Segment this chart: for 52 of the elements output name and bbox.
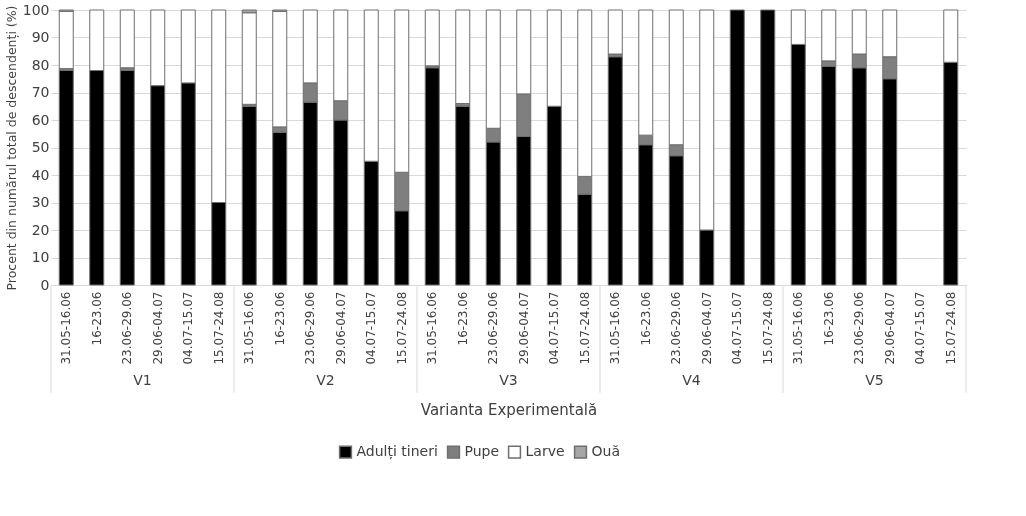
- legend-label: Adulți tineri: [356, 443, 438, 461]
- y-tick-label: 40: [31, 166, 50, 183]
- legend-label: Larve: [525, 443, 565, 460]
- x-tick-label: 23.06-29.06: [303, 291, 318, 365]
- x-tick-label: 29.06-04.07: [699, 291, 714, 365]
- x-tick-label: 16-23.06: [638, 291, 653, 346]
- x-tick-label: 31.05-16.06: [425, 291, 440, 365]
- x-tick-label: 15.07-24.08: [394, 291, 409, 365]
- x-tick-label: 04.07-15.07: [730, 291, 745, 365]
- x-tick-label: 31.05-16.06: [608, 291, 623, 365]
- x-axis-title: Varianta Experimentală: [420, 400, 598, 419]
- y-tick-label: 30: [31, 194, 50, 210]
- x-tick-label: 29.06-04.07: [882, 291, 897, 365]
- y-tick-label: 0: [40, 276, 50, 293]
- x-tick-label: 16-23.06: [455, 291, 470, 346]
- y-tick-label: 100: [22, 1, 50, 18]
- x-tick-label: 23.06-29.06: [486, 291, 501, 365]
- x-tick-label: 04.07-15.07: [547, 291, 562, 365]
- x-tick-label: 15.07-24.08: [943, 291, 958, 365]
- y-tick-label: 90: [31, 29, 50, 45]
- x-tick-label: 04.07-15.07: [364, 291, 379, 365]
- x-tick-label: 16-23.06: [272, 291, 287, 346]
- y-tick-label: 20: [31, 221, 50, 238]
- x-tick-label: 04.07-15.07: [181, 291, 196, 365]
- y-tick-label: 60: [31, 111, 50, 128]
- x-tick-label: 16-23.06: [89, 291, 104, 346]
- text: V3: [499, 372, 518, 388]
- y-tick-label: 80: [31, 56, 50, 73]
- y-tick-label: 70: [31, 84, 50, 100]
- x-tick-label: 23.06-29.06: [852, 291, 867, 365]
- y-tick-label: 50: [31, 139, 50, 155]
- x-tick-label: 04.07-15.07: [913, 291, 928, 365]
- x-tick-label: 16-23.06: [821, 291, 836, 346]
- x-tick-label: 29.06-04.07: [150, 291, 165, 365]
- x-tick-label: 29.06-04.07: [333, 291, 348, 365]
- x-tick-label: 31.05-16.06: [791, 291, 806, 365]
- y-axis-title: Procent din numărul total de descendenți (%): [3, 5, 19, 291]
- x-tick-label: 31.05-16.06: [242, 291, 257, 365]
- text: V1: [133, 372, 152, 388]
- y-tick-label: 10: [31, 249, 50, 265]
- x-tick-label: 23.06-29.06: [669, 291, 684, 365]
- legend-label: Pupe: [464, 443, 500, 460]
- text: V2: [316, 372, 335, 388]
- x-tick-label: 29.06-04.07: [516, 291, 531, 365]
- x-tick-label: 15.07-24.08: [211, 291, 226, 365]
- x-tick-label: 31.05-16.06: [59, 291, 74, 365]
- x-tick-label: 15.07-24.08: [577, 291, 592, 365]
- text: V4: [682, 372, 701, 388]
- x-tick-label: 15.07-24.08: [760, 291, 775, 365]
- x-tick-label: 23.06-29.06: [120, 291, 135, 365]
- legend-label: Ouă: [591, 443, 620, 460]
- text: V5: [865, 372, 884, 388]
